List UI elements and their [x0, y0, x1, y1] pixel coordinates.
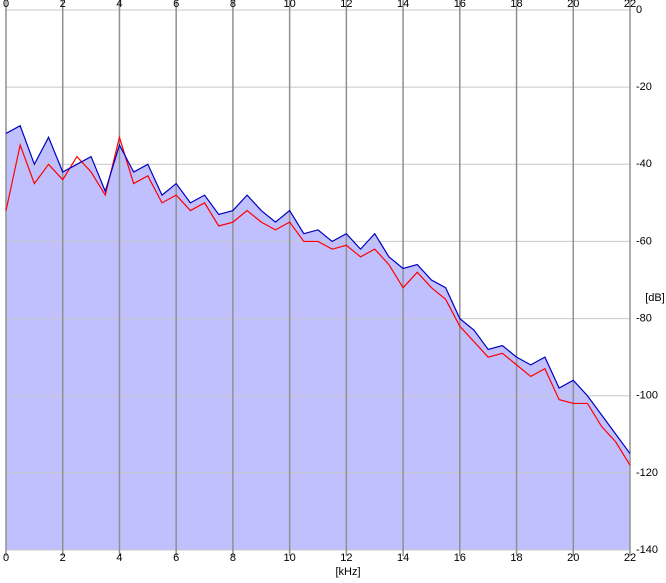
x-axis-label: [kHz]	[335, 566, 360, 578]
x-tick-label: 16	[454, 552, 466, 564]
x-tick-label: 20	[567, 552, 579, 564]
x-tick-label: 4	[116, 0, 122, 10]
y-tick-label: -40	[636, 158, 652, 170]
x-tick-label: 10	[284, 0, 296, 10]
x-tick-label: 22	[624, 0, 636, 10]
x-tick-label: 20	[567, 0, 579, 10]
x-tick-label: 18	[510, 0, 522, 10]
x-tick-label: 22	[624, 552, 636, 564]
x-tick-label: 14	[397, 0, 409, 10]
y-axis-label: [dB]	[645, 292, 665, 304]
spectrum-line	[5, 124, 631, 454]
x-tick-label: 10	[284, 552, 296, 564]
y-tick-label: -20	[636, 81, 652, 93]
y-tick-label: -80	[636, 312, 652, 324]
x-tick-label: 8	[230, 552, 236, 564]
x-tick-label: 0	[3, 552, 9, 564]
y-tick-label: -140	[636, 544, 658, 556]
x-tick-label: 8	[230, 0, 236, 10]
y-tick-label: -100	[636, 390, 658, 402]
x-tick-label: 4	[116, 552, 122, 564]
x-tick-label: 12	[340, 0, 352, 10]
x-tick-label: 14	[397, 552, 409, 564]
x-tick-label: 2	[60, 552, 66, 564]
x-tick-label: 0	[3, 0, 9, 10]
x-tick-label: 16	[454, 0, 466, 10]
x-tick-label: 18	[510, 552, 522, 564]
x-tick-label: 12	[340, 552, 352, 564]
x-tick-label: 2	[60, 0, 66, 10]
y-tick-label: 0	[636, 4, 642, 16]
y-tick-label: -60	[636, 235, 652, 247]
area-fill	[6, 125, 630, 550]
x-tick-label: 6	[173, 0, 179, 10]
y-tick-label: -120	[636, 467, 658, 479]
x-tick-label: 6	[173, 552, 179, 564]
